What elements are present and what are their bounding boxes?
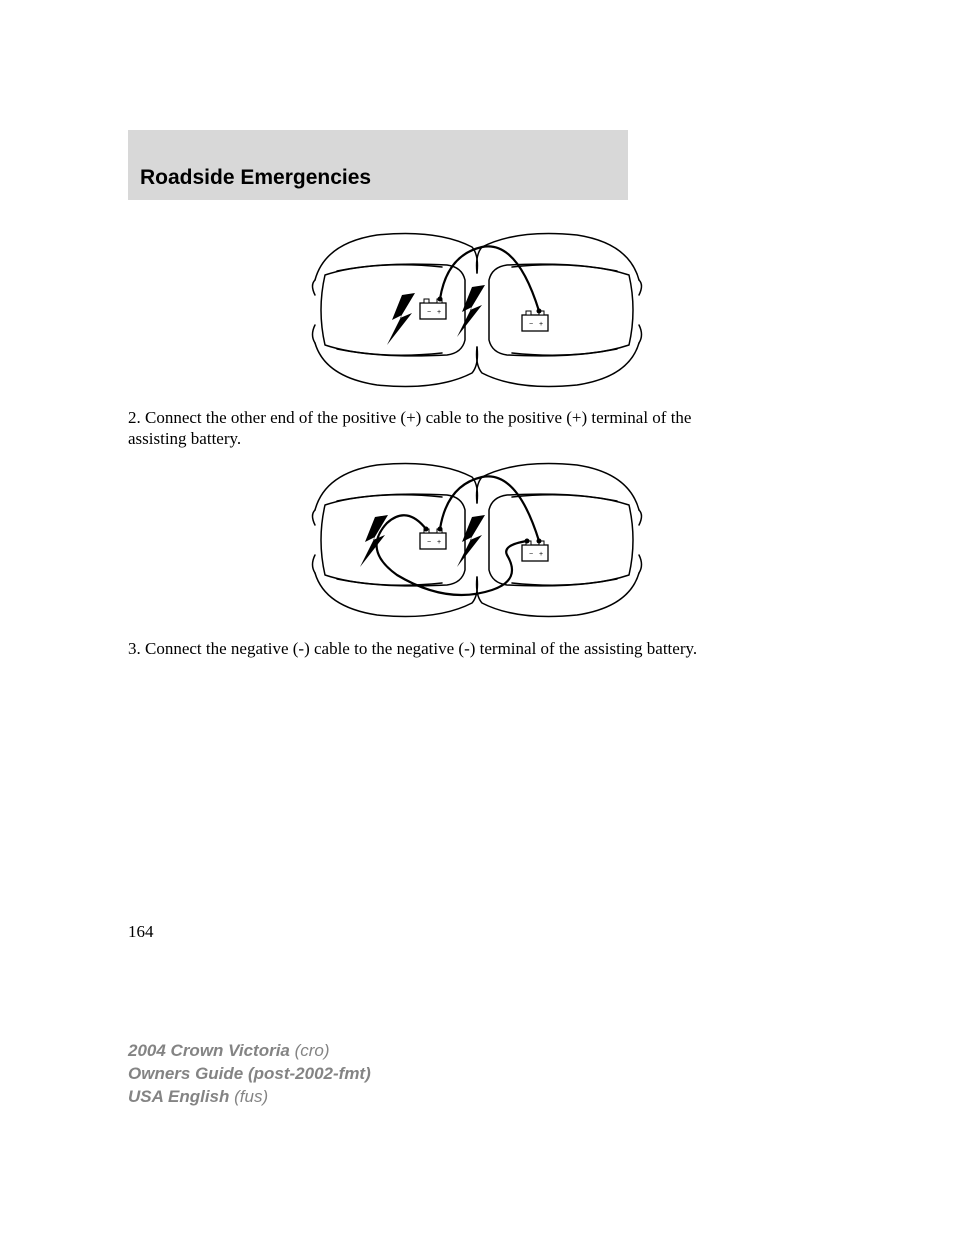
battery-left: − + bbox=[420, 529, 446, 549]
bolt-icon bbox=[457, 515, 485, 567]
svg-text:+: + bbox=[539, 551, 543, 558]
doc-footer: 2004 Crown Victoria (cro) Owners Guide (… bbox=[128, 1040, 371, 1109]
battery-right: − + bbox=[522, 541, 548, 561]
page-number: 164 bbox=[128, 922, 154, 942]
battery-neg-label: − bbox=[427, 309, 431, 316]
bolt-icon bbox=[387, 293, 415, 345]
bolt-icon bbox=[457, 285, 485, 337]
svg-text:+: + bbox=[437, 539, 441, 546]
svg-text:−: − bbox=[427, 539, 431, 546]
step-2-text: 2. Connect the other end of the positive… bbox=[128, 407, 708, 450]
footer-line-3: USA English (fus) bbox=[128, 1086, 371, 1109]
jumper-diagram-step2: − + − + bbox=[307, 455, 647, 625]
footer-line-1: 2004 Crown Victoria (cro) bbox=[128, 1040, 371, 1063]
diagram-svg: − + − + bbox=[307, 225, 647, 395]
footer-code: (cro) bbox=[295, 1041, 330, 1060]
footer-line-2: Owners Guide (post-2002-fmt) bbox=[128, 1063, 371, 1086]
footer-lang: USA English bbox=[128, 1087, 234, 1106]
bolt-icon bbox=[360, 515, 388, 567]
step-3-text: 3. Connect the negative (-) cable to the… bbox=[128, 638, 708, 659]
battery-pos-label: + bbox=[437, 309, 441, 316]
battery-pos-label: + bbox=[539, 321, 543, 328]
section-title: Roadside Emergencies bbox=[140, 166, 371, 190]
section-header: Roadside Emergencies bbox=[128, 130, 628, 200]
negative-cable bbox=[377, 515, 527, 595]
svg-text:−: − bbox=[529, 551, 533, 558]
diagram-svg: − + − + bbox=[307, 455, 647, 625]
battery-right: − + bbox=[522, 311, 548, 331]
battery-neg-label: − bbox=[529, 321, 533, 328]
battery-left: − + bbox=[420, 299, 446, 319]
footer-model: 2004 Crown Victoria bbox=[128, 1041, 295, 1060]
footer-lang-code: (fus) bbox=[234, 1087, 268, 1106]
jumper-diagram-step1: − + − + bbox=[307, 225, 647, 395]
